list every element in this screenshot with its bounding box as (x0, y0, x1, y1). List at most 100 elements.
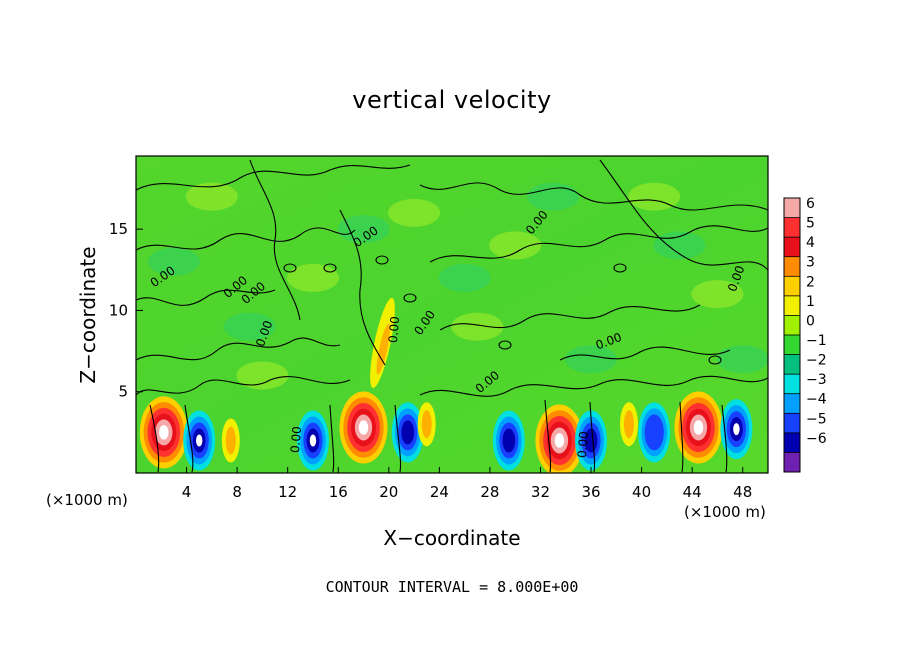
contour-loop (283, 263, 297, 273)
x-tick-label: 44 (683, 483, 702, 501)
field-patch (388, 198, 441, 227)
x-unit-label-left: (×1000 m) (46, 491, 128, 509)
weak-updraft-cell (421, 410, 432, 439)
contour-line (136, 289, 276, 306)
contour-line (679, 401, 684, 473)
contour-line (394, 404, 402, 473)
contour-line (599, 159, 768, 271)
contour-value-label: 0.00 (386, 316, 402, 344)
field-patch (286, 263, 339, 292)
x-tick-label: 48 (733, 483, 752, 501)
colorbar-swatch (784, 217, 800, 238)
contour-loop (403, 293, 417, 303)
colorbar-swatch (784, 276, 800, 297)
updraft-cell (554, 433, 565, 448)
field-patch (653, 231, 706, 260)
contour-loop (708, 355, 722, 365)
field-patch (451, 312, 504, 341)
x-unit-label-right: (×1000 m) (684, 503, 766, 521)
x-tick-label: 16 (329, 483, 348, 501)
plume-cell (376, 323, 390, 375)
contour-line (559, 346, 731, 361)
contour-line (136, 337, 341, 361)
colorbar-tick-label: −5 (806, 411, 827, 427)
colorbar-swatch (784, 237, 800, 258)
y-tick-label: 5 (118, 383, 128, 401)
colorbar-tick-label: 6 (806, 196, 815, 212)
y-tick-label: 15 (109, 220, 128, 238)
contour-line (589, 401, 596, 473)
contour-line (544, 399, 552, 473)
colorbar-swatch (784, 256, 800, 277)
colorbar-swatch (784, 452, 800, 473)
contour-value-label: 0.00 (288, 426, 304, 454)
x-tick-label: 20 (379, 483, 398, 501)
contour-line (249, 159, 301, 321)
weak-updraft-cell (623, 410, 634, 439)
colorbar-tick-label: 4 (806, 235, 815, 251)
field-patch (691, 280, 744, 309)
field-patch (565, 345, 618, 374)
field-patch (236, 361, 289, 390)
x-tick-label: 32 (531, 483, 550, 501)
x-tick-label: 4 (182, 483, 192, 501)
colorbar-swatch (784, 354, 800, 375)
colorbar-tick-label: −6 (806, 431, 827, 447)
contour-line (136, 164, 411, 191)
colorbar-tick-label: −1 (806, 333, 827, 349)
contour-line (339, 209, 386, 366)
contour-line (439, 304, 701, 331)
colorbar-swatch (784, 413, 800, 434)
contour-line (721, 404, 728, 473)
field-patch (185, 182, 238, 211)
contour-loop (613, 263, 627, 273)
downdraft-cell (309, 434, 317, 447)
contour-value-label: 0.00 (575, 431, 591, 459)
x-tick-label: 28 (480, 483, 499, 501)
colorbar-tick-label: −4 (806, 392, 827, 408)
colorbar-tick-label: −2 (806, 353, 827, 369)
colorbar-tick-label: 5 (806, 216, 815, 232)
colorbar-tick-label: 3 (806, 255, 815, 271)
x-tick-label: 40 (632, 483, 651, 501)
downdraft-cell (196, 434, 203, 447)
contour-line (136, 375, 351, 396)
colorbar-swatch (784, 432, 800, 453)
x-tick-label: 12 (278, 483, 297, 501)
colorbar-swatch (784, 374, 800, 395)
downdraft-cell (644, 414, 664, 451)
downdraft-cell (584, 428, 598, 453)
weak-updraft-cell (225, 426, 236, 455)
field-patch (223, 312, 276, 341)
y-tick-label: 10 (109, 301, 128, 319)
x-tick-label: 36 (581, 483, 600, 501)
contour-loop (375, 255, 389, 265)
chart-title: vertical velocity (352, 86, 552, 114)
field-patch (489, 231, 542, 260)
field-patch (147, 247, 200, 276)
field-patch (438, 263, 491, 292)
contour-line (419, 182, 768, 211)
colorbar: 6 5 4 3 2 1 0 −1 −2 −3 −4 −5 −6 (783, 196, 827, 473)
x-tick-label: 8 (232, 483, 242, 501)
colorbar-tick-label: 0 (806, 313, 815, 329)
colorbar-swatch (784, 393, 800, 414)
colorbar-tick-label: 1 (806, 294, 815, 310)
contour-line (329, 404, 335, 473)
colorbar-swatch (784, 295, 800, 316)
contour-interval-label: CONTOUR INTERVAL = 8.000E+00 (325, 578, 579, 596)
updraft-cell (159, 425, 169, 440)
contour-loop (323, 263, 337, 273)
downdraft-cell (401, 420, 415, 445)
x-tick-label: 24 (430, 483, 449, 501)
colorbar-swatch (784, 335, 800, 356)
downdraft-cell (733, 423, 740, 436)
field-patch (337, 215, 390, 244)
plot-area: 0.000.000.000.00 0.00 0.000.000.000.000.00… (136, 156, 768, 473)
colorbar-tick-label: −3 (806, 372, 827, 388)
contour-line (419, 375, 768, 397)
colorbar-swatch (784, 198, 800, 219)
x-axis-label: X−coordinate (383, 526, 521, 550)
